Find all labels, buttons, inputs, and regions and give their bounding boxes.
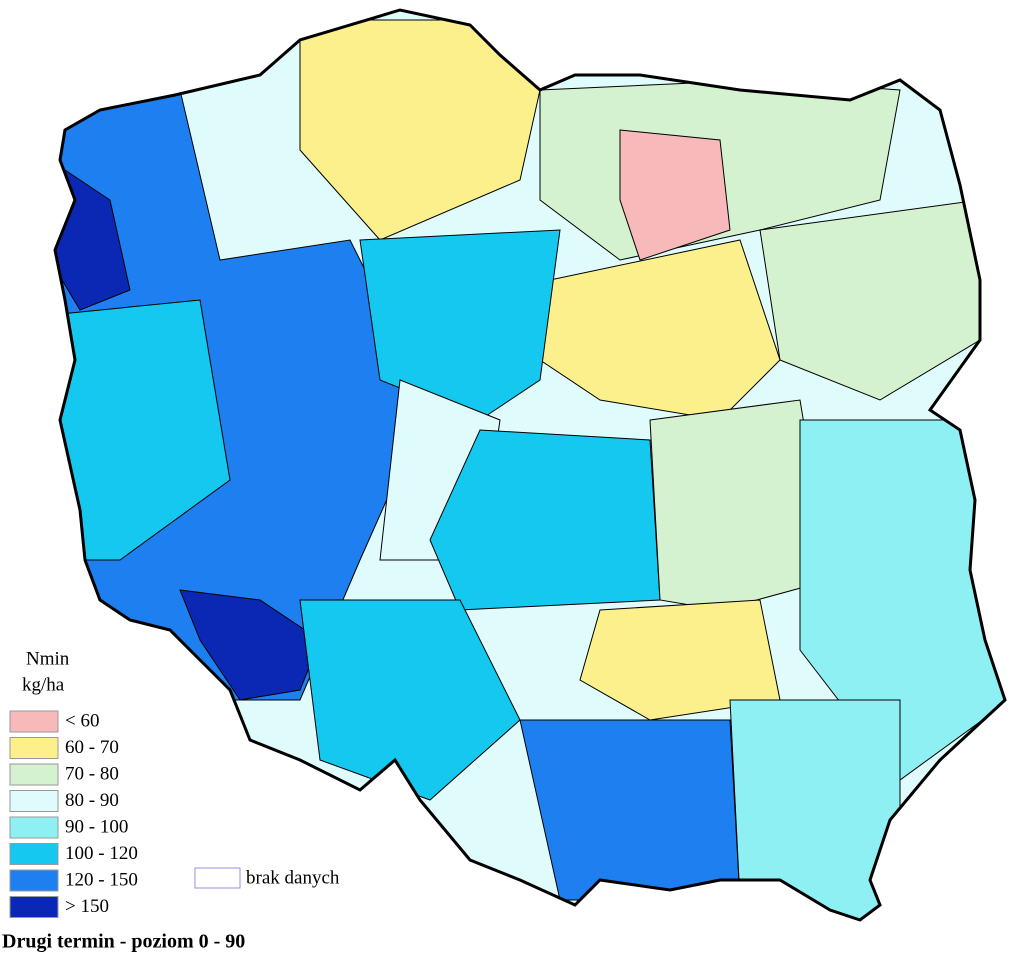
legend-swatch [9, 843, 59, 865]
region [759, 199, 981, 401]
legend-swatch [9, 710, 59, 733]
region [359, 229, 561, 421]
legend-label: < 60 [65, 710, 99, 731]
legend-swatch [9, 869, 59, 892]
region [179, 589, 321, 701]
region [649, 399, 831, 611]
legend-title: kg/ha [22, 674, 65, 695]
region [299, 599, 521, 801]
legend-label: 90 - 100 [65, 816, 128, 837]
region [429, 429, 661, 611]
region [579, 599, 781, 721]
legend-swatch [9, 737, 59, 759]
region [729, 699, 901, 920]
region [619, 129, 731, 261]
caption: Drugi termin - poziom 0 - 90 [2, 931, 245, 953]
legend: Nmin kg/ha brak danych < 60 60 - 70 70 - 8… [9, 648, 340, 918]
legend-label: 60 - 70 [65, 737, 119, 758]
legend-swatch [9, 790, 59, 812]
legend-title: Nmin [26, 648, 70, 669]
legend-label: > 150 [65, 896, 109, 917]
no-data-label: brak danych [246, 867, 340, 888]
legend-label: 80 - 90 [65, 790, 119, 811]
legend-label: 70 - 80 [65, 763, 119, 784]
legend-label: 100 - 120 [65, 843, 138, 864]
legend-swatch [9, 763, 59, 786]
legend-swatch [9, 816, 59, 839]
legend-label: 120 - 150 [65, 869, 138, 890]
legend-swatch [9, 896, 59, 918]
no-data-swatch [194, 867, 241, 889]
